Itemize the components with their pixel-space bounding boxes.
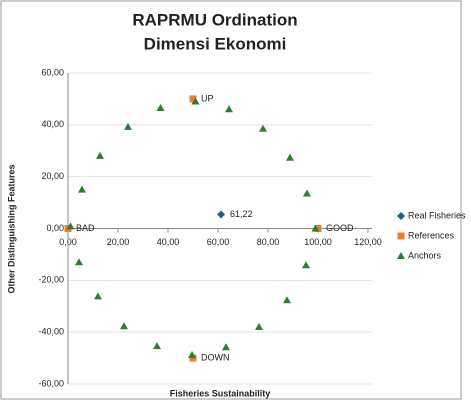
x-tick-label: 80,00 — [257, 237, 280, 247]
point — [302, 261, 310, 269]
x-axis-label: Fisheries Sustainability — [170, 388, 271, 398]
point — [188, 350, 196, 358]
chart-frame — [0, 0, 462, 400]
point — [314, 225, 322, 232]
point — [75, 258, 83, 266]
point — [222, 343, 230, 351]
point — [255, 322, 263, 330]
point — [303, 189, 311, 197]
legend-marker — [397, 252, 405, 259]
y-tick-label: -20,00 — [38, 275, 64, 285]
point — [283, 296, 291, 304]
y-tick-label: -60,00 — [38, 378, 64, 388]
point — [156, 103, 165, 111]
x-tick-label: 20,00 — [107, 237, 130, 247]
point-label: DOWN — [201, 352, 230, 362]
point — [189, 354, 197, 362]
point — [311, 224, 320, 232]
y-axis-label: Other Distinguishing Features — [6, 164, 16, 293]
point — [259, 124, 267, 132]
point-label: GOOD — [326, 223, 354, 233]
point — [94, 292, 102, 300]
legend-label: Real Fisheries — [408, 210, 466, 220]
legend-label: References — [408, 230, 455, 240]
point-label: BAD — [76, 223, 95, 233]
point — [189, 95, 197, 103]
point — [120, 322, 128, 330]
y-tick-label: 0,00 — [46, 223, 64, 233]
point-label: UP — [201, 93, 214, 103]
point — [217, 210, 226, 219]
point — [124, 122, 132, 130]
legend-label: Anchors — [408, 250, 442, 260]
chart-title: Dimensi Ekonomi — [144, 34, 287, 53]
point — [78, 185, 86, 193]
y-tick-label: 40,00 — [41, 119, 64, 129]
legend-marker — [397, 212, 405, 220]
point — [66, 222, 75, 230]
x-tick-label: 100,00 — [304, 237, 332, 247]
point — [225, 105, 233, 113]
legend-marker — [397, 232, 405, 240]
x-tick-label: 120,00 — [354, 237, 382, 247]
point — [96, 151, 104, 159]
chart-title: RAPRMU Ordination — [132, 10, 297, 29]
point — [153, 342, 161, 350]
x-tick-label: 60,00 — [207, 237, 230, 247]
y-tick-label: 20,00 — [41, 171, 64, 181]
y-tick-label: -40,00 — [38, 327, 64, 337]
point — [191, 97, 200, 105]
data-label: 61,22 — [230, 209, 253, 219]
y-tick-label: 60,00 — [41, 67, 64, 77]
point — [286, 153, 294, 161]
x-tick-label: 40,00 — [157, 237, 180, 247]
